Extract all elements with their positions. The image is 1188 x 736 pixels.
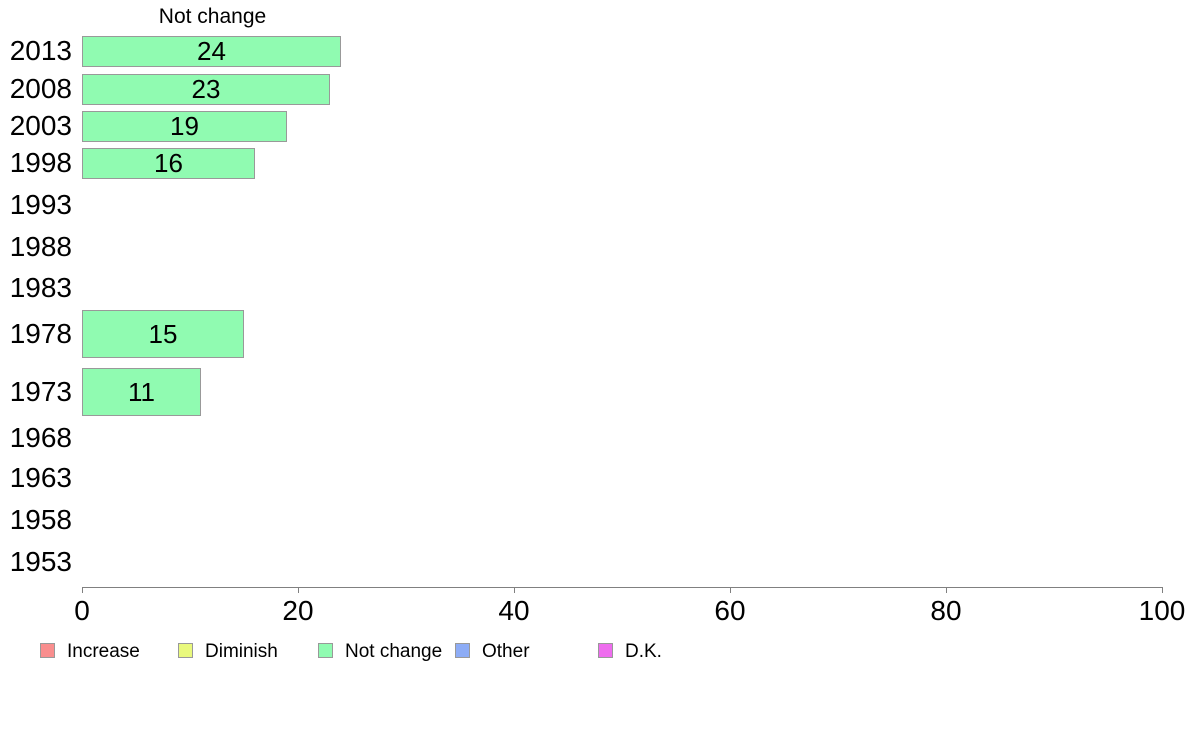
- x-axis-tick-label: 40: [498, 595, 530, 626]
- bar: 15: [82, 310, 244, 358]
- legend-swatch: [318, 643, 333, 658]
- x-axis-line: [82, 587, 1163, 588]
- legend-label: Increase: [67, 641, 140, 662]
- y-axis-label: 2003: [9, 110, 72, 141]
- x-axis-tick-label: 20: [282, 595, 314, 626]
- bar-value-label: 16: [154, 147, 183, 178]
- legend-label: D.K.: [625, 641, 662, 662]
- bar-value-label: 23: [191, 73, 221, 104]
- y-axis-label: 2008: [9, 73, 72, 104]
- y-axis-label: 1983: [9, 272, 72, 303]
- x-axis-tick-label: 80: [930, 595, 962, 626]
- x-axis-tick: [514, 587, 515, 593]
- legend-label: Not change: [345, 641, 443, 662]
- y-axis-label: 1973: [9, 376, 72, 407]
- x-axis-tick: [946, 587, 947, 593]
- legend-label: Diminish: [205, 641, 278, 662]
- chart-title: Not change: [158, 5, 267, 28]
- y-axis-label: 1978: [9, 318, 72, 349]
- x-axis-tick: [298, 587, 299, 593]
- y-axis-label: 1958: [9, 504, 72, 535]
- y-axis-label: 1993: [9, 189, 72, 220]
- bar-value-label: 19: [170, 110, 199, 141]
- y-axis-label: 2013: [9, 35, 72, 66]
- x-axis-tick: [730, 587, 731, 593]
- x-axis-tick-label: 0: [74, 595, 90, 626]
- y-axis-label: 1968: [9, 422, 72, 453]
- legend-swatch: [178, 643, 193, 658]
- bar: 11: [82, 368, 201, 416]
- bar-value-label: 15: [148, 318, 178, 349]
- bar-value-label: 11: [128, 376, 155, 407]
- bar: 16: [82, 147, 255, 179]
- bar: 23: [82, 73, 330, 105]
- bar: 19: [82, 110, 287, 142]
- legend-label: Other: [482, 641, 530, 662]
- legend-swatch: [455, 643, 470, 658]
- x-axis-tick-label: 100: [1138, 595, 1186, 626]
- bar-value-label: 24: [197, 35, 226, 66]
- y-axis-label: 1963: [9, 462, 72, 493]
- y-axis-label: 1988: [9, 231, 72, 262]
- y-axis-label: 1953: [9, 546, 72, 577]
- x-axis-tick: [1162, 587, 1163, 593]
- x-axis-tick: [82, 587, 83, 593]
- bar: 24: [82, 35, 341, 67]
- legend-swatch: [40, 643, 55, 658]
- legend-swatch: [598, 643, 613, 658]
- x-axis-tick-label: 60: [714, 595, 746, 626]
- y-axis-label: 1998: [9, 147, 72, 178]
